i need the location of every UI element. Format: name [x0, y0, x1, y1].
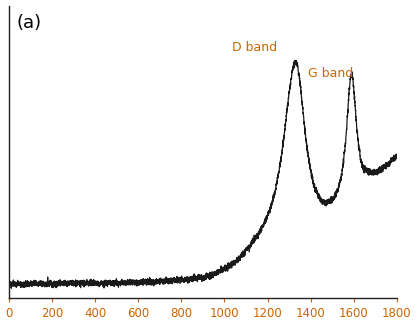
Text: D band: D band [232, 41, 277, 54]
Text: G band: G band [307, 67, 353, 80]
Text: (a): (a) [17, 14, 42, 32]
